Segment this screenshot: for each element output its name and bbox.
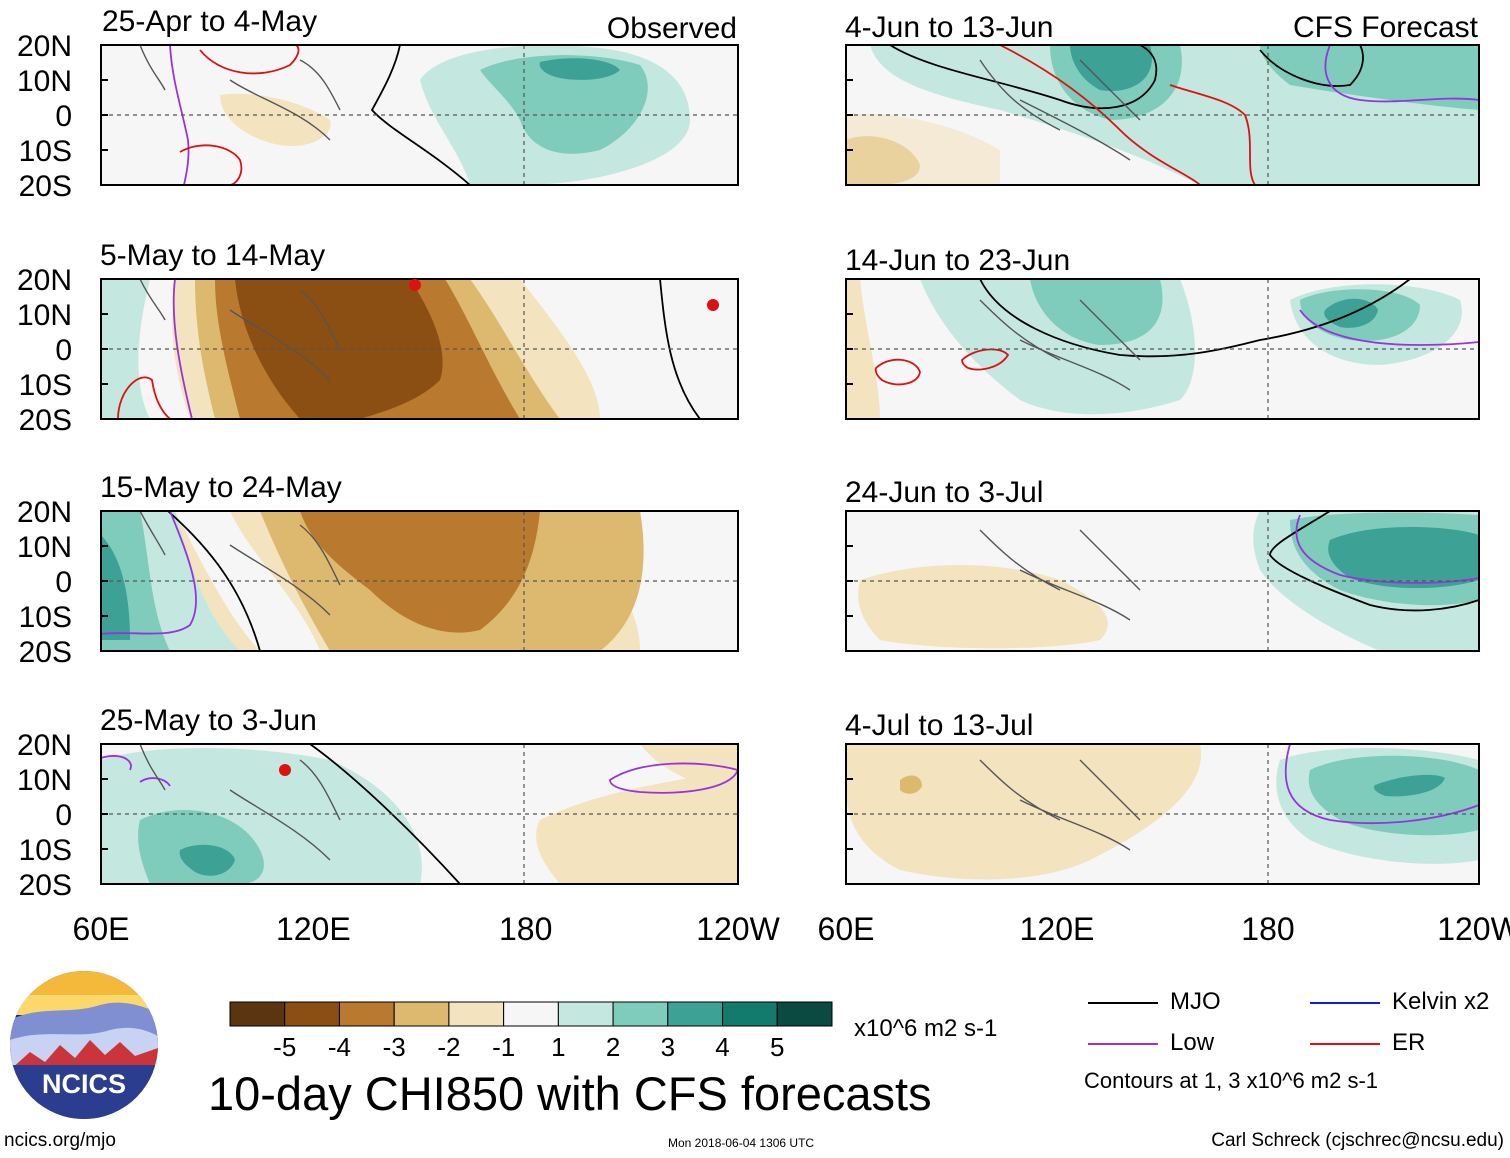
legend-line-er bbox=[1310, 1043, 1380, 1045]
panel-7-title: 24-Jun to 3-Jul bbox=[845, 476, 1043, 509]
colorbar-tick-label: -2 bbox=[437, 1032, 460, 1062]
y-tick-label: 0 bbox=[55, 100, 72, 133]
legend-label-mjo: MJO bbox=[1170, 988, 1221, 1015]
figure-title: 10-day CHI850 with CFS forecasts bbox=[208, 1067, 932, 1120]
colorbar-swatch bbox=[338, 1001, 395, 1027]
panel-forecast-4: 4-Jul to 13-Jul bbox=[845, 709, 1480, 885]
y-tick-label: 20S bbox=[19, 869, 72, 902]
y-tick-label: 10N bbox=[17, 531, 72, 564]
panel-2-title: 5-May to 14-May bbox=[100, 239, 325, 272]
panel-observed-4: 25-May to 3-Jun bbox=[100, 704, 739, 885]
colorbar-swatch bbox=[722, 1001, 778, 1027]
y-tick-label: 10N bbox=[17, 65, 72, 98]
colorbar: -5 -4 -3 -2 -1 1 2 3 4 5 bbox=[229, 1001, 833, 1062]
y-tick-label: 20N bbox=[17, 729, 72, 762]
colorbar-swatch bbox=[229, 1001, 286, 1027]
colorbar-swatch bbox=[448, 1001, 505, 1027]
legend-line-low bbox=[1088, 1043, 1158, 1045]
colorbar-swatch bbox=[503, 1001, 559, 1027]
legend-label-low: Low bbox=[1170, 1029, 1215, 1056]
legend-line-mjo bbox=[1088, 1002, 1158, 1004]
colorbar-tick-label: -5 bbox=[273, 1032, 296, 1062]
panel-3-title: 15-May to 24-May bbox=[100, 471, 342, 504]
legend-label-kelvin: Kelvin x2 bbox=[1392, 988, 1490, 1015]
observed-label: Observed bbox=[607, 12, 737, 45]
x-tick-label: 60E bbox=[818, 911, 875, 947]
colorbar-swatch bbox=[667, 1001, 724, 1027]
cyclone-marker bbox=[279, 764, 291, 776]
colorbar-tick-label: 5 bbox=[770, 1032, 784, 1062]
colorbar-swatch bbox=[557, 1001, 614, 1027]
cyclone-marker bbox=[409, 279, 719, 311]
y-tick-label: 10S bbox=[19, 369, 72, 402]
panel-forecast-2: 14-Jun to 23-Jun bbox=[845, 244, 1480, 420]
y-tick-label: 10N bbox=[17, 764, 72, 797]
x-tick-label: 180 bbox=[499, 911, 552, 947]
colorbar-swatch bbox=[612, 1001, 669, 1027]
axis-labels: 20N10N010S20S20N10N010S20S20N10N010S20S2… bbox=[17, 30, 1510, 947]
y-tick-label: 10S bbox=[19, 601, 72, 634]
y-tick-label: 20S bbox=[19, 636, 72, 669]
y-tick-label: 0 bbox=[55, 799, 72, 832]
y-tick-label: 20N bbox=[17, 264, 72, 297]
colorbar-tick-label: -3 bbox=[383, 1032, 406, 1062]
panel-8-title: 4-Jul to 13-Jul bbox=[845, 709, 1033, 742]
panel-forecast-3: 24-Jun to 3-Jul bbox=[845, 476, 1480, 652]
panel-forecast-1: 4-Jun to 13-Jun CFS Forecast bbox=[845, 11, 1480, 186]
forecast-label: CFS Forecast bbox=[1293, 11, 1479, 44]
panel-observed-2: 5-May to 14-May bbox=[100, 239, 739, 420]
y-tick-label: 10S bbox=[19, 834, 72, 867]
x-tick-label: 60E bbox=[73, 911, 130, 947]
colorbar-swatch bbox=[776, 1001, 833, 1027]
colorbar-tick-label: 2 bbox=[606, 1032, 620, 1062]
x-tick-label: 120E bbox=[1020, 911, 1095, 947]
legend-label-er: ER bbox=[1392, 1029, 1426, 1056]
colorbar-swatch bbox=[393, 1001, 450, 1027]
ncics-logo: NCICS bbox=[10, 971, 158, 1119]
y-tick-label: 20N bbox=[17, 496, 72, 529]
colorbar-tick-label: -4 bbox=[328, 1032, 351, 1062]
panel-observed-1: 25-Apr to 4-May Observed bbox=[100, 5, 739, 186]
y-tick-label: 20S bbox=[19, 170, 72, 203]
y-tick-label: 10S bbox=[19, 135, 72, 168]
logo-text: NCICS bbox=[42, 1069, 126, 1099]
colorbar-tick-label: 1 bbox=[551, 1032, 565, 1062]
y-tick-label: 10N bbox=[17, 299, 72, 332]
footer-author: Carl Schreck (cjschrec@ncsu.edu) bbox=[1211, 1130, 1504, 1151]
x-tick-label: 180 bbox=[1241, 911, 1294, 947]
panel-6-title: 14-Jun to 23-Jun bbox=[845, 244, 1070, 277]
y-tick-label: 0 bbox=[55, 566, 72, 599]
contour-note: Contours at 1, 3 x10^6 m2 s-1 bbox=[1084, 1068, 1379, 1093]
footer-site: ncics.org/mjo bbox=[4, 1130, 116, 1151]
footer-timestamp: Mon 2018-06-04 1306 UTC bbox=[668, 1136, 815, 1150]
panel-observed-3: 15-May to 24-May bbox=[100, 471, 739, 652]
y-tick-label: 0 bbox=[55, 334, 72, 367]
x-tick-label: 120W bbox=[1437, 911, 1510, 947]
colorbar-tick-label: -1 bbox=[492, 1032, 515, 1062]
panel-4-title: 25-May to 3-Jun bbox=[100, 704, 317, 737]
colorbar-tick-label: 3 bbox=[661, 1032, 675, 1062]
y-tick-label: 20N bbox=[17, 30, 72, 63]
legend-line-kelvin bbox=[1310, 1002, 1380, 1004]
colorbar-tick-label: 4 bbox=[715, 1032, 729, 1062]
x-tick-label: 120E bbox=[276, 911, 351, 947]
colorbar-swatch bbox=[284, 1001, 340, 1027]
panel-1-title: 25-Apr to 4-May bbox=[102, 5, 317, 38]
panel-5-title: 4-Jun to 13-Jun bbox=[845, 11, 1053, 44]
x-tick-label: 120W bbox=[696, 911, 780, 947]
colorbar-units: x10^6 m2 s-1 bbox=[854, 1015, 998, 1042]
y-tick-label: 20S bbox=[19, 404, 72, 437]
